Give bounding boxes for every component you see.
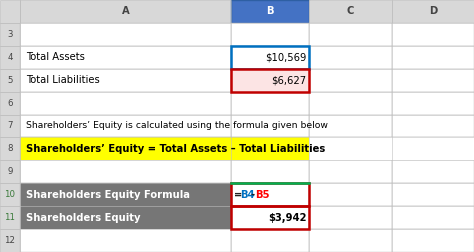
Bar	[309, 46, 392, 69]
Bar	[309, 115, 392, 137]
Bar	[0, 160, 20, 183]
Bar	[20, 115, 231, 137]
Bar	[392, 0, 474, 23]
Text: 9: 9	[7, 167, 13, 176]
Text: Shareholders’ Equity is calculated using the formula given below: Shareholders’ Equity is calculated using…	[26, 121, 328, 131]
Text: 4: 4	[7, 53, 13, 62]
Bar	[231, 46, 309, 69]
Text: 8: 8	[7, 144, 13, 153]
Bar	[231, 137, 309, 160]
Bar	[392, 183, 474, 206]
Bar	[309, 92, 392, 115]
Bar	[392, 160, 474, 183]
Bar	[20, 0, 231, 23]
Text: C: C	[346, 7, 354, 16]
Bar	[392, 229, 474, 252]
Bar	[392, 69, 474, 92]
Bar	[20, 183, 231, 206]
Bar	[231, 115, 309, 137]
Bar	[231, 160, 309, 183]
Bar	[20, 46, 231, 69]
Bar	[20, 92, 231, 115]
Text: 11: 11	[4, 213, 16, 222]
Bar	[309, 160, 392, 183]
Bar	[20, 23, 231, 46]
Text: Total Liabilities: Total Liabilities	[26, 75, 100, 85]
Bar	[20, 69, 231, 92]
Bar	[309, 0, 392, 23]
Bar	[231, 69, 309, 92]
Bar	[0, 92, 20, 115]
Text: -: -	[251, 190, 255, 200]
Text: Total Assets: Total Assets	[26, 52, 84, 62]
Bar	[20, 206, 231, 229]
Bar	[20, 206, 231, 229]
Bar	[309, 137, 392, 160]
Bar	[309, 137, 474, 160]
Bar	[231, 183, 309, 206]
Text: 10: 10	[4, 190, 16, 199]
Bar	[309, 69, 392, 92]
Bar	[0, 206, 20, 229]
Bar	[231, 229, 309, 252]
Text: Shareholders Equity: Shareholders Equity	[26, 213, 140, 223]
Bar	[392, 137, 474, 160]
Bar	[0, 23, 20, 46]
Bar	[0, 115, 20, 137]
Bar	[0, 183, 20, 206]
Bar	[309, 183, 392, 206]
Bar	[20, 160, 231, 183]
Bar	[0, 137, 20, 160]
Bar	[309, 229, 392, 252]
Text: B: B	[266, 7, 273, 16]
Bar	[231, 206, 309, 229]
Bar	[309, 23, 392, 46]
Text: 3: 3	[7, 30, 13, 39]
Bar	[231, 206, 309, 229]
Text: Shareholders’ Equity = Total Assets – Total Liabilities: Shareholders’ Equity = Total Assets – To…	[26, 144, 325, 154]
Text: 6: 6	[7, 99, 13, 108]
Text: Shareholders Equity Formula: Shareholders Equity Formula	[26, 190, 190, 200]
Bar	[20, 183, 231, 206]
Bar	[20, 229, 231, 252]
Text: B4: B4	[240, 190, 255, 200]
Bar	[231, 23, 309, 46]
Text: A: A	[121, 7, 129, 16]
Text: =: =	[234, 190, 242, 200]
Text: $6,627: $6,627	[271, 75, 306, 85]
Text: $3,942: $3,942	[268, 213, 306, 223]
Bar	[0, 69, 20, 92]
Bar	[231, 183, 309, 206]
Bar	[309, 206, 392, 229]
Bar	[231, 46, 309, 69]
Bar	[0, 0, 20, 23]
Bar	[0, 46, 20, 69]
Bar	[392, 115, 474, 137]
Bar	[392, 46, 474, 69]
Bar	[20, 137, 231, 160]
Text: $10,569: $10,569	[265, 52, 306, 62]
Text: 5: 5	[7, 76, 13, 85]
Bar	[231, 92, 309, 115]
Text: D: D	[428, 7, 437, 16]
Text: B5: B5	[255, 190, 270, 200]
Text: $6,627: $6,627	[271, 75, 306, 85]
Bar	[392, 206, 474, 229]
Bar	[0, 229, 20, 252]
Bar	[231, 69, 309, 92]
Text: 7: 7	[7, 121, 13, 131]
Bar	[392, 23, 474, 46]
Bar	[392, 92, 474, 115]
Bar	[231, 0, 309, 23]
Text: 12: 12	[4, 236, 16, 245]
Bar	[20, 137, 474, 160]
